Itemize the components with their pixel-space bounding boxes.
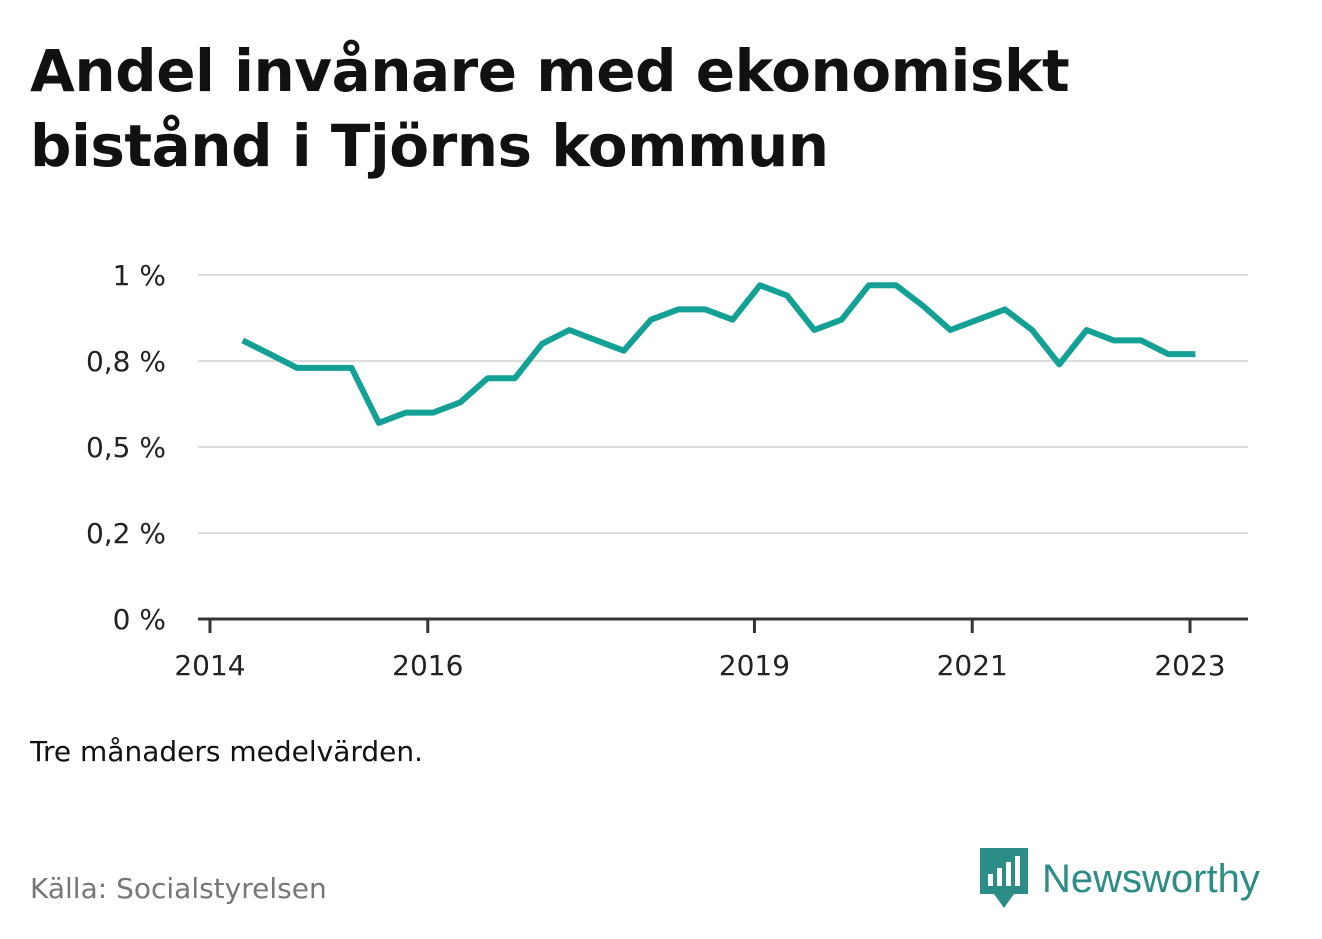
- x-tick-label: 2014: [174, 649, 245, 682]
- line-chart: 0 %0,2 %0,5 %0,8 %1 % 2014 2016 2019 2021 20…: [86, 259, 1248, 682]
- series-line: [241, 282, 1196, 426]
- newsworthy-logo-icon: [980, 848, 1028, 908]
- x-tick-label: 2021: [937, 649, 1008, 682]
- y-tick-label: 0,8 %: [86, 345, 166, 378]
- x-tick-labels: 2014 2016 2019 2021 2023: [174, 649, 1225, 682]
- chart-title: Andel invånare med ekonomiskt bistånd i …: [30, 37, 1070, 180]
- y-tick-label: 0,5 %: [86, 431, 166, 464]
- chart-note: Tre månaders medelvärden.: [30, 735, 424, 768]
- x-tick-label: 2019: [719, 649, 790, 682]
- source-credit: Källa: Socialstyrelsen: [30, 872, 327, 905]
- y-tick-label: 0 %: [113, 603, 166, 636]
- y-tick-labels: 0 % 0,2 % 0,5 % 0,8 % 1 %: [86, 259, 166, 636]
- x-axis: [198, 617, 1248, 633]
- brand-logo[interactable]: Newsworthy: [980, 848, 1260, 910]
- brand-name: Newsworthy: [1042, 856, 1260, 901]
- x-tick-label: 2023: [1154, 649, 1225, 682]
- series-lines: [241, 282, 1196, 426]
- gridlines: [198, 274, 1248, 534]
- y-tick-label: 0,2 %: [86, 517, 166, 550]
- x-tick-label: 2016: [392, 649, 463, 682]
- y-tick-label: 1 %: [113, 259, 166, 292]
